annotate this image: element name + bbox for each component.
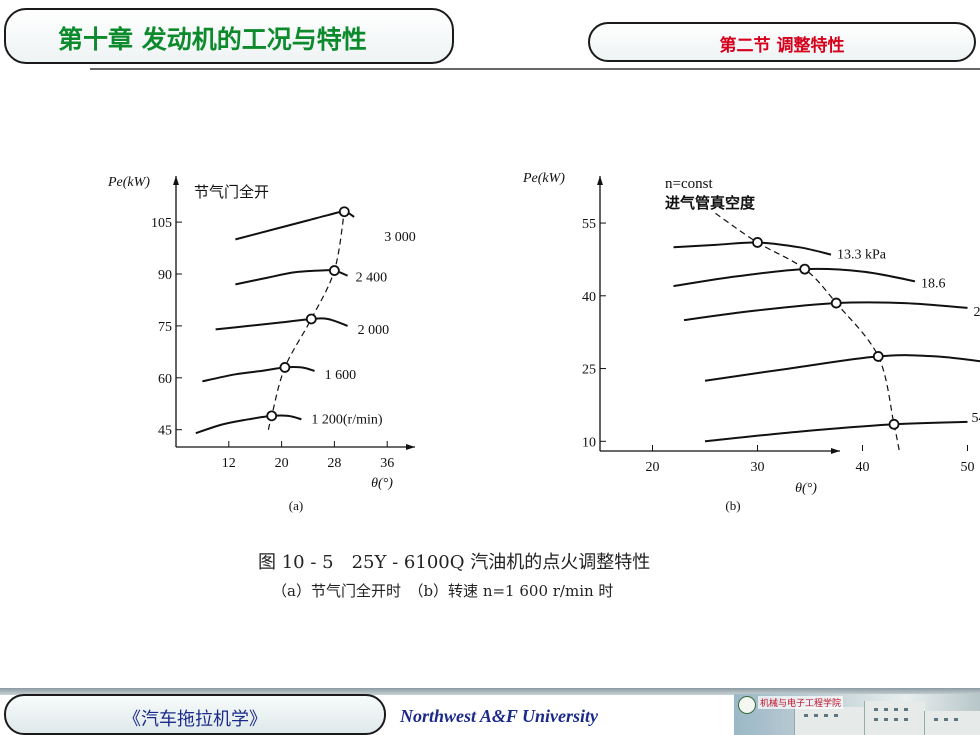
x-tick-label: 40 — [856, 460, 870, 475]
series-line — [215, 317, 348, 331]
series-label: 2 400 — [356, 271, 388, 286]
chapter-title: 第十章 发动机的工况与特性 — [58, 25, 367, 54]
series-line — [673, 241, 832, 256]
series-label: 13.3 kPa — [837, 248, 887, 263]
x-axis-label: θ(°) — [371, 476, 393, 491]
series-peak-marker — [266, 410, 278, 422]
section-title: 第二节 调整特性 — [719, 36, 845, 56]
chart-title: n=const — [665, 176, 713, 192]
y-axis-label: Pe(kW) — [522, 171, 565, 186]
x-tick-label: 28 — [327, 456, 341, 471]
chart-panel-b: 554025102030405060n=const进气管真空度Pe(kW)θ(°… — [522, 171, 980, 513]
y-tick-label: 55 — [582, 217, 596, 232]
series-line — [673, 267, 916, 288]
y-tick-label: 45 — [158, 424, 172, 439]
university-name: Northwest A&F University — [400, 706, 599, 726]
y-tick-label: 40 — [582, 290, 596, 305]
college-logo-icon — [738, 696, 756, 714]
college-building-photo: 机械与电子工程学院 — [734, 694, 980, 735]
series-label: 1 200(r/min) — [311, 412, 382, 427]
figure-caption-main: 图 10 - 5 25Y - 6100Q 汽油机的点火调整特性 — [258, 552, 651, 573]
x-tick-label: 20 — [646, 460, 660, 475]
y-tick-label: 90 — [158, 268, 172, 283]
x-axis-arrow — [831, 448, 840, 454]
series-peak-marker — [279, 362, 291, 373]
section-title-tab: 第二节 调整特性 — [588, 22, 976, 62]
series-line — [704, 354, 980, 382]
series-line — [202, 365, 315, 383]
chart-subtitle: 进气管真空度 — [665, 194, 756, 212]
y-axis-label: Pe(kW) — [107, 175, 150, 190]
series-peak-marker — [328, 265, 340, 276]
series-label: 3 000 — [384, 230, 416, 245]
x-axis-arrow — [406, 444, 415, 450]
series-peak-marker — [872, 351, 884, 362]
x-tick-label: 50 — [961, 460, 975, 475]
y-tick-label: 25 — [582, 363, 596, 378]
series-line — [683, 301, 968, 322]
series-line — [195, 414, 302, 435]
panel-label: (b) — [725, 498, 740, 513]
series-label: 26.6 — [974, 305, 980, 320]
figure-caption-sub: （a）节气门全开时 （b）转速 n=1 600 r/min 时 — [272, 582, 614, 600]
header-rule — [90, 68, 980, 70]
y-tick-label: 10 — [582, 435, 596, 450]
series-peak-marker — [752, 237, 763, 248]
course-title-tab: 《汽车拖拉机学》 — [4, 694, 386, 735]
x-tick-label: 12 — [222, 456, 236, 471]
series-peak-marker — [888, 418, 900, 430]
x-tick-label: 20 — [275, 456, 289, 471]
series-line — [235, 210, 355, 241]
series-label: 54.5 — [972, 411, 980, 426]
x-tick-label: 36 — [380, 456, 394, 471]
footer-bar — [0, 688, 980, 695]
college-name-label: 机械与电子工程学院 — [758, 696, 844, 709]
series-label: 18.6 — [921, 276, 946, 291]
y-axis-arrow — [173, 176, 179, 185]
series-line — [704, 420, 968, 443]
panel-label: (a) — [289, 498, 303, 513]
chapter-title-tab: 第十章 发动机的工况与特性 — [4, 8, 454, 64]
series-label: 2 000 — [358, 323, 390, 338]
series-peak-marker — [338, 206, 350, 218]
y-tick-label: 105 — [151, 216, 172, 231]
x-tick-label: 30 — [751, 460, 765, 475]
series-label: 1 600 — [325, 368, 357, 383]
ignition-adjustment-figure: 105 90 75 60 45 12 20 28 36 节气门全开 Pe(kW) θ(°) (a) 3 0… — [107, 171, 980, 513]
y-tick-label: 75 — [158, 320, 172, 335]
series-peak-marker — [830, 297, 842, 309]
y-axis-arrow — [597, 176, 603, 185]
series-peak-marker — [305, 313, 317, 325]
y-tick-label: 60 — [158, 372, 172, 387]
course-title: 《汽车拖拉机学》 — [123, 709, 267, 730]
series-peak-marker — [799, 263, 811, 275]
chart-panel-a: 105 90 75 60 45 12 20 28 36 节气门全开 Pe(kW) θ(°) (a) 3 0… — [107, 175, 416, 513]
chart-title: 节气门全开 — [194, 183, 269, 201]
x-axis-label: θ(°) — [795, 481, 817, 496]
